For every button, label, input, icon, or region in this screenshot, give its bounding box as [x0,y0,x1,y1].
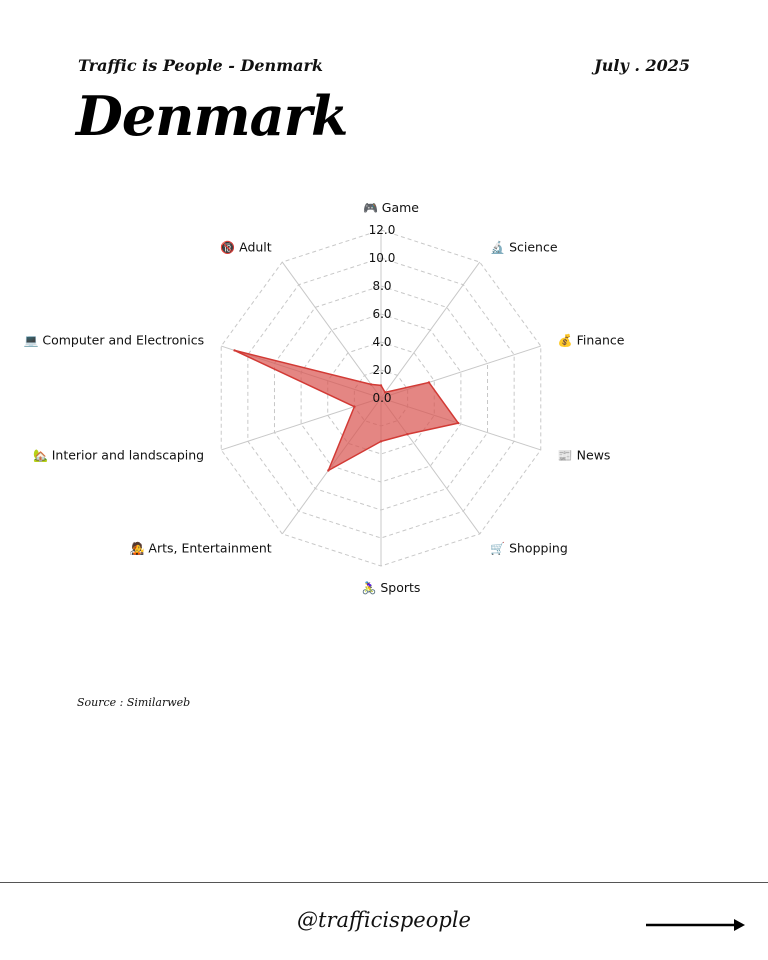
grid-spoke [281,261,382,399]
data-point [406,433,409,436]
grid-ring [327,341,435,455]
series-area [233,349,459,472]
category-label: 🧑‍🎤 Arts, Entertainment [130,540,272,555]
subtitle: Traffic is People - Denmark [78,56,323,75]
page-title: Denmark [76,84,348,148]
category-label-text: Computer and Electronics [42,333,204,348]
date-label: July . 2025 [594,56,690,75]
category-label: 💰 Finance [558,333,625,348]
category-icon: 📰 [558,448,577,462]
category-label-text: Sports [380,580,420,595]
tick-label: 2.0 [372,363,391,377]
data-point [379,440,383,443]
data-point [427,381,431,384]
category-label-text: Shopping [509,540,568,555]
data-point [383,391,387,394]
category-label-text: Finance [577,333,625,348]
data-point [379,384,383,387]
data-point [369,383,373,386]
category-label-text: Game [382,200,420,215]
category-icon: 🔞 [220,241,239,255]
category-label: 💻 Computer and Electronics [24,333,205,348]
tick-label: 10.0 [369,251,396,265]
data-point [233,349,236,352]
category-label: 🛒 Shopping [490,540,567,555]
category-label: 🏡 Interior and landscaping [33,447,204,462]
data-point [327,469,330,472]
category-label: 🎮 Game [363,200,419,215]
tick-label: 4.0 [372,335,391,349]
next-arrow-icon[interactable] [644,916,748,934]
category-icon: 🛒 [490,541,509,555]
category-label-text: News [577,447,611,462]
grid-spoke [380,261,481,399]
category-label: 📰 News [558,447,611,462]
category-icon: 🔬 [490,240,509,255]
category-label-text: Science [509,240,558,255]
category-icon: 💻 [24,334,43,348]
category-icon: 🚴‍♀️ [362,581,381,595]
category-label-text: Adult [239,240,272,255]
tick-label: 12.0 [369,223,396,237]
category-label: 🔬 Science [490,240,558,255]
tick-label: 6.0 [372,307,391,321]
category-label: 🚴‍♀️ Sports [362,580,421,595]
category-icon: 🎮 [363,201,382,215]
tick-label: 8.0 [372,279,391,293]
data-point [457,421,460,425]
category-label-text: Interior and landscaping [52,447,204,462]
category-icon: 🏡 [33,448,52,462]
category-label: 🔞 Adult [220,240,271,255]
footer-divider [0,882,768,883]
social-handle: @trafficispeople [297,908,471,932]
grid-ring [247,257,515,539]
data-point [353,405,356,408]
tick-label: 0.0 [372,391,391,405]
category-icon: 🧑‍🎤 [130,540,149,555]
source-note: Source : Similarweb [77,696,191,709]
category-label-text: Arts, Entertainment [148,540,271,555]
category-icon: 💰 [558,334,577,348]
